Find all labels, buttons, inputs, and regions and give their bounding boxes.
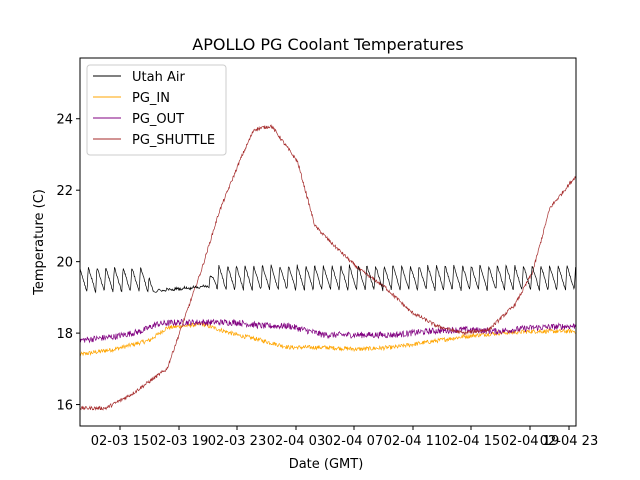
x-tick-label: 02-03 15 <box>91 434 149 449</box>
legend-label: Utah Air <box>132 70 185 85</box>
series-line-pg-shuttle <box>80 124 576 411</box>
y-axis-label: Temperature (C) <box>32 189 47 296</box>
plot-frame <box>79 57 577 427</box>
x-tick-label: 02-04 19 <box>501 434 559 449</box>
legend: Utah Air PG_IN PG_OUT PG_SHUTTLE <box>86 64 227 156</box>
x-tick-label: 02-04 23 <box>540 434 598 449</box>
x-axis-label: Date (GMT) <box>289 457 364 472</box>
chart-title: APOLLO PG Coolant Temperatures <box>192 35 463 54</box>
x-axis: 02-03 15 02-03 19 02-03 23 02-04 03 02-04 07… <box>91 426 598 449</box>
x-tick-label: 02-04 11 <box>384 434 442 449</box>
legend-label: PG_IN <box>132 91 170 106</box>
y-tick-label: 24 <box>56 113 73 128</box>
legend-label: PG_SHUTTLE <box>132 133 215 148</box>
x-tick-label: 02-04 03 <box>267 434 325 449</box>
series-line-utah-air <box>80 264 576 294</box>
legend-label: PG_OUT <box>132 112 184 127</box>
x-tick-label: 02-04 15 <box>442 434 500 449</box>
series-line-pg-out <box>80 318 576 344</box>
x-tick-label: 02-03 23 <box>208 434 266 449</box>
x-tick-label: 02-04 07 <box>325 434 383 449</box>
series-group <box>80 124 576 411</box>
y-axis: 16 18 20 22 24 <box>56 113 80 414</box>
y-tick-label: 16 <box>56 399 73 414</box>
series-line-pg-in <box>80 321 576 357</box>
legend-box <box>86 64 227 156</box>
plot-area <box>79 57 577 427</box>
y-tick-label: 20 <box>56 256 73 271</box>
y-tick-label: 22 <box>56 184 73 199</box>
y-tick-label: 18 <box>56 327 73 342</box>
x-tick-label: 02-03 19 <box>150 434 208 449</box>
